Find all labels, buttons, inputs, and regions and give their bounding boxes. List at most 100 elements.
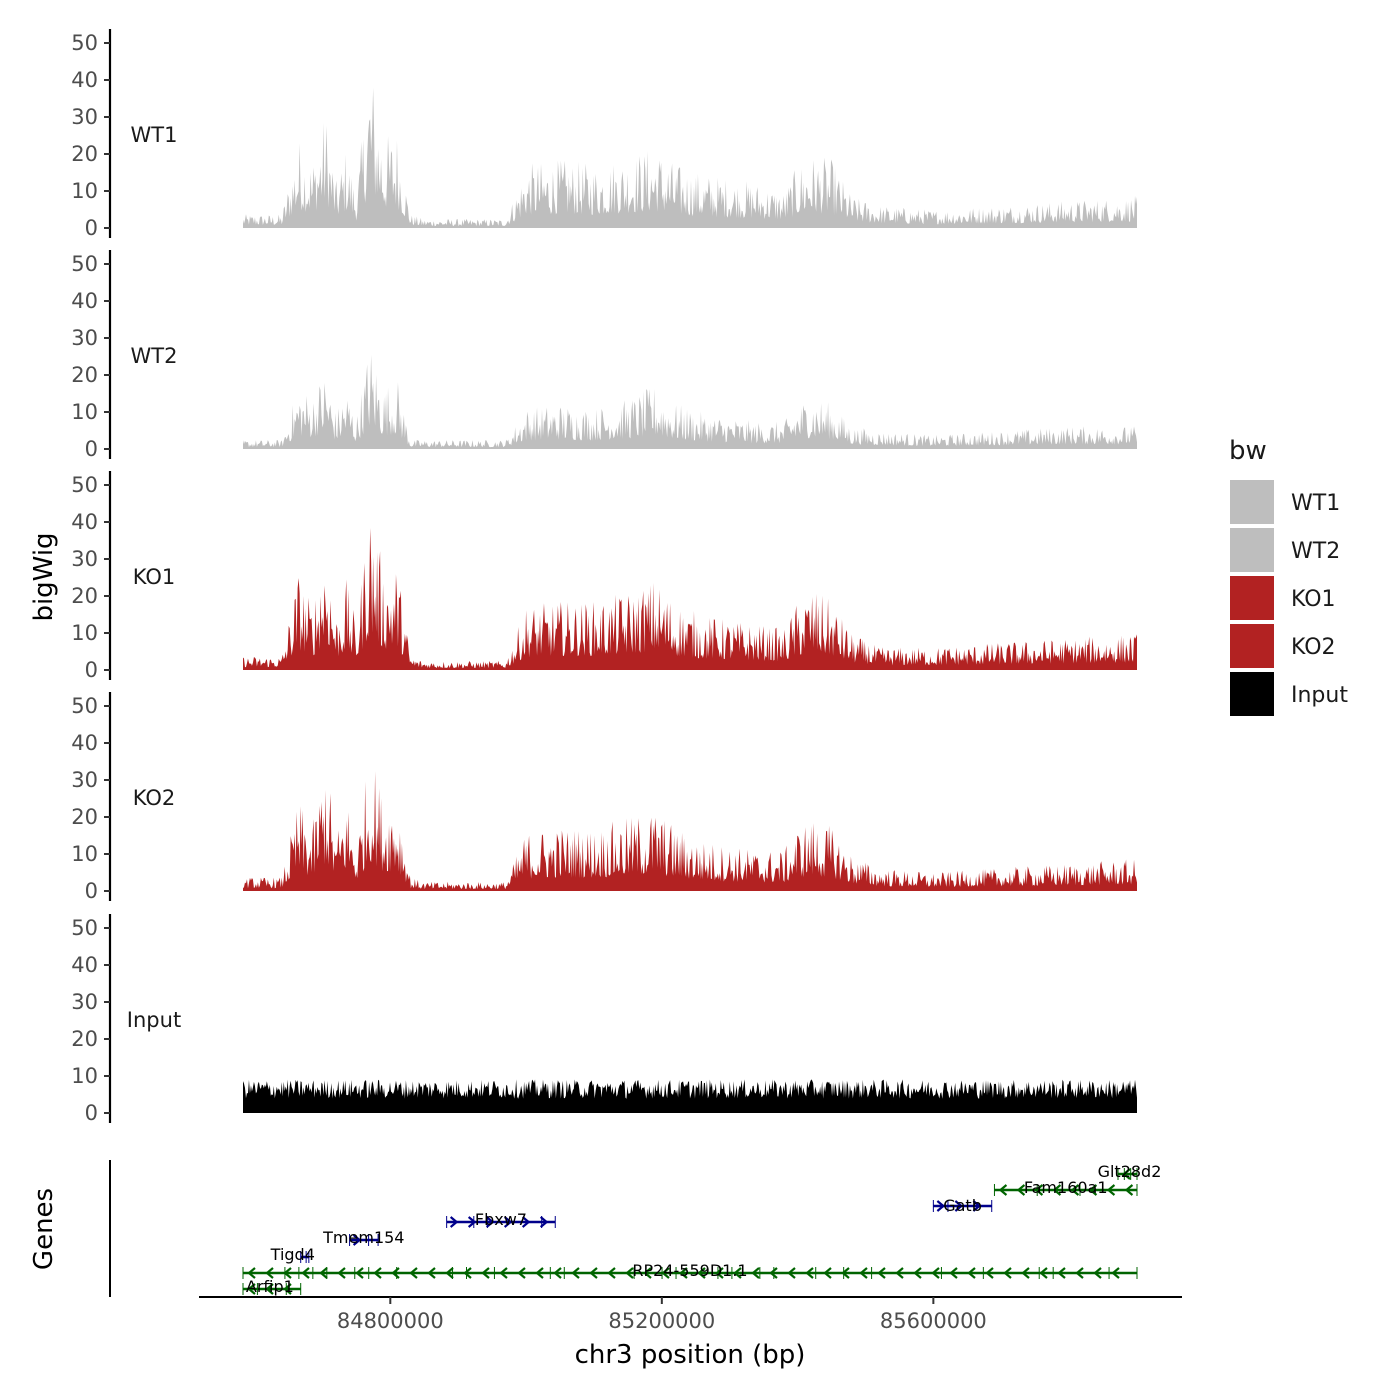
strand-arrow: [625, 1267, 634, 1279]
y-tick-label: 0: [85, 437, 98, 461]
strand-arrow: [1124, 1184, 1134, 1196]
profile-area-input: [243, 1079, 1137, 1113]
legend-swatch: [1230, 480, 1274, 524]
strand-arrow: [1106, 1184, 1116, 1196]
gene-label: Tmem154: [322, 1228, 404, 1247]
strand-arrow: [247, 1283, 256, 1295]
gene-model: Tigd4: [270, 1245, 315, 1264]
strand-arrow: [265, 1267, 274, 1279]
strand-arrow: [337, 1267, 346, 1279]
strand-arrow: [936, 1200, 946, 1212]
y-tick-label: 40: [71, 68, 98, 92]
legend-swatch: [1230, 624, 1274, 668]
gene-label: Glt28d2: [1098, 1162, 1162, 1181]
y-tick-label: 30: [71, 105, 98, 129]
gene-model: Tmem154: [322, 1228, 404, 1247]
genes-axis-title: Genes: [29, 1188, 59, 1270]
y-tick-label: 40: [71, 953, 98, 977]
track-label-input: Input: [127, 1008, 181, 1032]
y-tick-label: 20: [71, 584, 98, 608]
y-tick-label: 20: [71, 1027, 98, 1051]
strand-arrow: [589, 1267, 598, 1279]
y-tick-label: 10: [71, 1064, 98, 1088]
legend-label: KO2: [1291, 635, 1336, 660]
track-label-ko1: KO1: [133, 565, 176, 589]
strand-arrow: [517, 1267, 526, 1279]
y-tick-label: 20: [71, 142, 98, 166]
y-tick-label: 0: [85, 879, 98, 903]
strand-arrow: [539, 1216, 549, 1228]
strand-arrow: [1052, 1184, 1062, 1196]
profile-area-ko1: [243, 528, 1137, 670]
y-tick-label: 30: [71, 326, 98, 350]
strand-arrow: [972, 1200, 982, 1212]
strand-arrow: [503, 1216, 513, 1228]
strand-arrow: [841, 1267, 850, 1279]
strand-arrow: [553, 1267, 562, 1279]
strand-arrow: [445, 1267, 454, 1279]
y-tick-label: 50: [71, 916, 98, 940]
strand-arrow: [1039, 1267, 1048, 1279]
strand-arrow: [751, 1267, 760, 1279]
track-panel-input: 0 10 20 30 40 50 Input: [71, 914, 1137, 1125]
strand-arrow: [985, 1267, 994, 1279]
legend: bw WT1 WT2 KO1 KO2 Input: [1229, 436, 1348, 716]
track-panel-ko2: 0 10 20 30 40 50 KO2: [71, 692, 1137, 903]
gene-label: Tigd4: [270, 1245, 315, 1264]
strand-arrow: [247, 1267, 256, 1279]
strand-arrow: [265, 1283, 274, 1295]
gene-label: RP24-559D1.1: [632, 1261, 747, 1280]
genes-panel: Genes Arfip1 Tigd4 RP24-559D1.1 Tmem154 Fbxw…: [29, 1160, 1161, 1297]
strand-arrow: [1111, 1267, 1120, 1279]
profile-area-ko2: [243, 771, 1137, 891]
x-tick-label: 85600000: [880, 1309, 987, 1333]
y-tick-label: 20: [71, 363, 98, 387]
gene-model: Fam160a1: [993, 1178, 1138, 1197]
strand-arrow: [283, 1283, 292, 1295]
y-tick-label: 0: [85, 658, 98, 682]
profile-area-wt2: [243, 354, 1137, 449]
strand-arrow: [661, 1267, 670, 1279]
strand-arrow: [373, 1267, 382, 1279]
strand-arrow: [355, 1267, 364, 1279]
gene-label: Arfip1: [246, 1277, 294, 1296]
track-label-wt1: WT1: [131, 123, 178, 147]
strand-arrow: [607, 1267, 616, 1279]
strand-arrow: [481, 1267, 490, 1279]
strand-arrow: [1021, 1267, 1030, 1279]
track-panel-wt1: 0 10 20 30 40 50 WT1: [71, 29, 1137, 240]
gene-model: Glt28d2: [1098, 1162, 1162, 1181]
y-tick-label: 40: [71, 289, 98, 313]
strand-arrow: [643, 1267, 652, 1279]
y-tick-label: 20: [71, 805, 98, 829]
strand-arrow: [283, 1267, 292, 1279]
track-label-ko2: KO2: [133, 786, 176, 810]
strand-arrow: [521, 1216, 531, 1228]
strand-arrow: [449, 1216, 459, 1228]
strand-arrow: [1057, 1267, 1066, 1279]
strand-arrow: [352, 1234, 362, 1246]
gene-model: Arfip1: [242, 1277, 302, 1296]
y-tick-label: 30: [71, 547, 98, 571]
y-tick-label: 30: [71, 990, 98, 1014]
strand-arrow: [1016, 1184, 1026, 1196]
legend-label: KO1: [1291, 587, 1336, 612]
x-tick-label: 85200000: [608, 1309, 715, 1333]
strand-arrow: [787, 1267, 796, 1279]
strand-arrow: [1093, 1267, 1102, 1279]
gene-model: Fbxw7: [446, 1210, 556, 1229]
y-tick-label: 50: [71, 694, 98, 718]
strand-arrow: [859, 1267, 868, 1279]
y-tick-label: 50: [71, 473, 98, 497]
strand-arrow: [877, 1267, 886, 1279]
strand-arrow: [769, 1267, 778, 1279]
strand-arrow: [1003, 1267, 1012, 1279]
legend-label: WT1: [1291, 491, 1340, 516]
strand-arrow: [463, 1267, 472, 1279]
strand-arrow: [301, 1267, 310, 1279]
strand-arrow: [1088, 1184, 1098, 1196]
strand-arrow: [467, 1216, 477, 1228]
strand-arrow: [895, 1267, 904, 1279]
strand-arrow: [1122, 1168, 1131, 1180]
